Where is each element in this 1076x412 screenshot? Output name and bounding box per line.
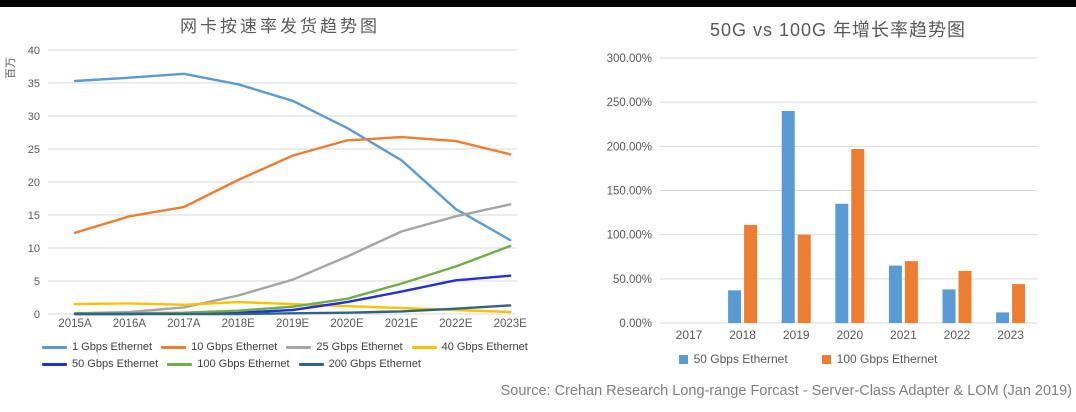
y-tick-label: 40	[28, 45, 40, 57]
line-chart-title: 网卡按速率发货趋势图	[180, 17, 380, 36]
bar-100-gbps-ethernet-2018	[744, 224, 758, 323]
line-series-200-gbps-ethernet	[73, 304, 512, 316]
y-tick-label: 0.00%	[619, 318, 652, 330]
bar-100-gbps-ethernet-2023	[1012, 284, 1026, 323]
y-tick-label: 250.00%	[607, 97, 652, 109]
y-tick-label: 50.00%	[613, 274, 652, 286]
bar-chart-title: 50G vs 100G 年增长率趋势图	[709, 20, 967, 40]
x-tick-label: 2019E	[276, 318, 310, 330]
bar-50-gbps-ethernet-2020	[835, 203, 849, 324]
x-tick-label: 2020	[836, 328, 863, 342]
legend-label: 200 Gbps Ethernet	[328, 358, 421, 370]
line-series-1-gbps-ethernet	[73, 72, 512, 242]
y-tick-label: 0	[34, 309, 40, 321]
y-tick-label: 300.00%	[607, 53, 652, 65]
legend-line-swatch-icon	[42, 345, 67, 349]
legend-line-swatch-icon	[161, 345, 187, 349]
y-axis-title: 百万	[5, 57, 17, 79]
top-black-bar	[0, 0, 1076, 7]
x-tick-label: 2015A	[58, 318, 92, 330]
line-series-10-gbps-ethernet	[73, 135, 512, 235]
legend-label: 50 Gbps Ethernet	[693, 352, 788, 366]
x-tick-label: 2023	[997, 328, 1024, 342]
x-tick-label: 2018E	[222, 318, 256, 330]
legend-row: 1 Gbps Ethernet 10 Gbps Ethernet 25 Gbps E…	[0, 341, 540, 353]
legend-line-swatch-icon	[286, 345, 312, 349]
x-tick-label: 2019	[783, 328, 810, 342]
y-tick-label: 5	[34, 276, 40, 288]
bar-chart-legend: 50 Gbps Ethernet 100 Gbps Ethernet	[540, 352, 1076, 366]
x-tick-label: 2022E	[439, 318, 473, 330]
legend-line-swatch-icon	[298, 362, 324, 366]
y-tick-label: 15	[28, 210, 40, 222]
y-tick-label: 150.00%	[607, 186, 652, 198]
bar-50-gbps-ethernet-2023	[996, 312, 1010, 323]
x-tick-label: 2023E	[494, 318, 528, 330]
line-chart-plot: 0 5 10 15 20 25 30 35 40 百万 2015A 2016A 2017A 2018E 20…	[5, 45, 528, 330]
y-tick-label: 20	[28, 177, 40, 189]
line-chart-legend: 1 Gbps Ethernet 10 Gbps Ethernet 25 Gbps E…	[0, 341, 540, 370]
legend-label: 1 Gbps Ethernet	[72, 341, 153, 353]
y-tick-label: 10	[28, 243, 40, 255]
legend-item-40-gbps-ethernet: 40 Gbps Ethernet	[411, 341, 528, 353]
y-tick-label: 100.00%	[607, 230, 652, 242]
x-tick-label: 2017	[676, 328, 703, 342]
source-caption: Source: Crehan Research Long-range Forca…	[500, 383, 1072, 399]
x-tick-label: 2021E	[385, 318, 419, 330]
legend-item-50-gbps-ethernet: 50 Gbps Ethernet	[42, 358, 158, 370]
line-series-25-gbps-ethernet	[73, 203, 512, 315]
bar-50-gbps-ethernet-2022	[942, 289, 956, 323]
x-tick-label: 2016A	[113, 318, 147, 330]
legend-line-swatch-icon	[42, 362, 67, 366]
x-tick-label: 2018	[729, 328, 756, 342]
legend-line-swatch-icon	[411, 345, 437, 349]
legend-item-100-gbps-ethernet: 100 Gbps Ethernet	[167, 358, 290, 370]
bar-100-gbps-ethernet-2021	[904, 261, 918, 323]
legend-item-1-gbps-ethernet: 1 Gbps Ethernet	[42, 341, 152, 353]
legend-label: 100 Gbps Ethernet	[836, 352, 938, 366]
legend-label: 40 Gbps Ethernet	[441, 341, 528, 353]
legend-item-200-gbps-ethernet: 200 Gbps Ethernet	[298, 358, 421, 370]
x-tick-label: 2020E	[330, 318, 364, 330]
bar-50-gbps-ethernet-2018	[728, 290, 742, 323]
bar-100-gbps-ethernet-2020	[851, 149, 865, 323]
y-tick-label: 25	[28, 144, 40, 156]
legend-label: 10 Gbps Ethernet	[191, 341, 278, 353]
bar-chart-plot: 0.00% 50.00% 100.00% 150.00% 200.00% 250.00% 3…	[607, 53, 1037, 342]
legend-item-25-gbps-ethernet: 25 Gbps Ethernet	[286, 341, 403, 353]
legend-label: 25 Gbps Ethernet	[316, 341, 403, 353]
legend-item-50-gbps-ethernet: 50 Gbps Ethernet	[678, 352, 788, 366]
y-tick-label: 200.00%	[607, 141, 652, 153]
x-tick-label: 2017A	[167, 318, 201, 330]
legend-label: 50 Gbps Ethernet	[72, 358, 159, 370]
legend-item-10-gbps-ethernet: 10 Gbps Ethernet	[161, 341, 277, 353]
legend-line-swatch-icon	[167, 362, 193, 366]
legend-square-swatch-icon	[821, 354, 831, 364]
legend-label: 100 Gbps Ethernet	[197, 358, 290, 370]
y-tick-label: 35	[28, 78, 40, 90]
bar-50-gbps-ethernet-2021	[888, 265, 902, 323]
x-tick-label: 2021	[890, 328, 917, 342]
legend-item-100-gbps-ethernet: 100 Gbps Ethernet	[821, 352, 938, 366]
bar-100-gbps-ethernet-2022	[958, 270, 972, 323]
bar-50-gbps-ethernet-2019	[781, 111, 795, 323]
legend-row: 50 Gbps Ethernet 100 Gbps Ethernet 200 Gbp…	[0, 358, 540, 370]
legend-square-swatch-icon	[678, 354, 688, 364]
y-tick-label: 30	[28, 111, 40, 123]
x-tick-label: 2022	[944, 328, 971, 342]
bar-100-gbps-ethernet-2019	[797, 234, 811, 323]
